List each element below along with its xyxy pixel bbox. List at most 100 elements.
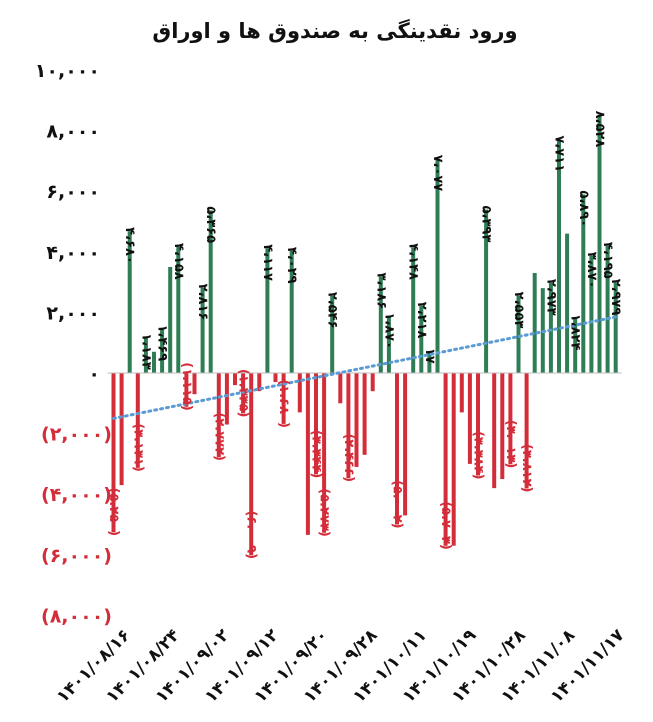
bars xyxy=(111,114,618,556)
data-label: ۴،۱۹۵ xyxy=(600,242,615,279)
bar xyxy=(403,373,408,516)
bar xyxy=(176,247,181,373)
data-label: ۲،۵۵۳ xyxy=(511,292,526,329)
bar xyxy=(257,373,262,392)
bar xyxy=(548,282,553,373)
bar xyxy=(265,248,270,373)
bar xyxy=(419,305,424,373)
y-tick-label: ۱۰,۰۰۰ xyxy=(35,60,100,82)
data-label: ۱،۱۸۳ xyxy=(138,333,153,370)
data-label: ۵،۳۹۳ xyxy=(479,206,494,243)
bar xyxy=(565,233,570,373)
y-tick-label: ۴,۰۰۰ xyxy=(46,242,100,264)
bar xyxy=(111,373,116,533)
data-label: ۲،۸۱۶ xyxy=(195,284,210,321)
bar xyxy=(281,373,286,424)
bar xyxy=(427,351,432,373)
data-label: ۲،۹۷۳ xyxy=(543,279,558,316)
bar xyxy=(289,250,294,373)
bar xyxy=(297,373,302,413)
bar xyxy=(516,295,521,373)
bar xyxy=(395,373,399,525)
bar xyxy=(451,373,456,546)
data-label: (۳،۳۴۴) xyxy=(309,430,324,479)
y-tick-label: ۰ xyxy=(88,363,100,385)
data-label: (۳،۰۱۳) xyxy=(503,420,518,469)
data-label: ۳،۸۷۰ xyxy=(584,252,599,289)
data-label: (۱،۱۱۵) xyxy=(179,362,194,411)
bar xyxy=(354,373,359,467)
data-label: ۷،۷۱۱ xyxy=(552,135,567,172)
y-tick-label: ۸,۰۰۰ xyxy=(46,121,100,143)
bar xyxy=(143,337,148,373)
y-tick-label: (۴,۰۰۰) xyxy=(41,484,112,506)
x-axis: ۱۴۰۱/۰۸/۱۶۱۴۰۱/۰۸/۲۴۱۴۰۱/۰۹/۰۲۱۴۰۱/۰۹/۱۲… xyxy=(53,625,629,707)
bar xyxy=(152,351,156,373)
data-label: ۲،۲۱۸ xyxy=(414,302,429,339)
bar xyxy=(508,373,513,465)
data-label: ۴،۱۴۸ xyxy=(406,243,421,280)
data-label: ۳،۱۸۶ xyxy=(373,272,388,309)
bar xyxy=(378,276,383,373)
bar xyxy=(500,373,505,480)
trendline xyxy=(112,315,618,420)
data-label: (۱،۳۳۵) xyxy=(236,369,251,418)
bar xyxy=(362,373,367,455)
data-label: (۲،۷۷۲) xyxy=(211,412,226,461)
bar xyxy=(443,373,448,546)
data-label: ۱،۸۲۴ xyxy=(568,314,583,351)
data-label: (۶،۰۰۹) xyxy=(244,511,259,560)
data-label: ۷،۰۷۷ xyxy=(430,155,445,192)
data-label: ۵،۳۶۵ xyxy=(203,206,218,243)
bar xyxy=(411,247,416,373)
bar xyxy=(557,139,561,373)
data-label: (۳،۳۸۴) xyxy=(471,431,486,480)
data-label: ۱،۸۷۰ xyxy=(381,312,396,349)
bar xyxy=(532,273,537,373)
bar xyxy=(613,282,618,373)
bar xyxy=(216,373,221,457)
bar xyxy=(249,373,254,556)
bar xyxy=(305,373,310,535)
bar xyxy=(435,158,440,373)
bar xyxy=(476,373,480,476)
bar xyxy=(192,373,197,395)
bar xyxy=(160,328,165,373)
bar xyxy=(605,245,610,373)
bar xyxy=(459,373,464,413)
bar xyxy=(524,373,529,489)
chart-title: ورود نقدینگی به صندوق ها و اوراق xyxy=(152,18,517,43)
data-label: (۳،۱۳۱) xyxy=(130,423,145,472)
bar xyxy=(224,373,229,425)
data-label: (۱،۶۸۰) xyxy=(276,379,291,428)
data-label: ۱۷ xyxy=(422,348,437,364)
data-label: (۵،۲۵۰) xyxy=(106,488,121,537)
y-axis: ۱۰,۰۰۰ ۸,۰۰۰ ۶,۰۰۰ ۴,۰۰۰ ۲,۰۰۰ ۰ (۲,۰۰۰) (۴,۰۰۰… xyxy=(35,60,112,627)
bar xyxy=(467,373,472,464)
bar xyxy=(581,194,586,373)
bar xyxy=(168,266,173,373)
data-label: (۵،۲۷۳) xyxy=(317,488,332,537)
bar xyxy=(208,210,213,373)
data-label: ۵،۸۹۰ xyxy=(576,191,591,228)
data-label: ۴،۱۵۸ xyxy=(171,243,186,280)
y-tick-label: ۶,۰۰۰ xyxy=(46,181,100,203)
y-tick-label: (۸,۰۰۰) xyxy=(41,605,112,627)
bar xyxy=(386,316,391,373)
bar xyxy=(338,373,343,404)
bar xyxy=(314,373,318,475)
bar xyxy=(200,287,205,373)
bar xyxy=(370,373,375,392)
bar xyxy=(573,317,578,373)
data-label: ۲،۵۴۶ xyxy=(325,292,340,329)
bar xyxy=(589,255,594,373)
bar xyxy=(184,373,189,407)
data-label: (۳،۸۱۲) xyxy=(519,444,534,493)
data-label: ۴،۰۲۹ xyxy=(284,247,299,284)
data-label: ۲،۹۷۹ xyxy=(608,279,623,316)
bar xyxy=(597,114,602,374)
bar xyxy=(135,373,140,468)
bar xyxy=(330,295,335,373)
bar xyxy=(322,373,327,533)
